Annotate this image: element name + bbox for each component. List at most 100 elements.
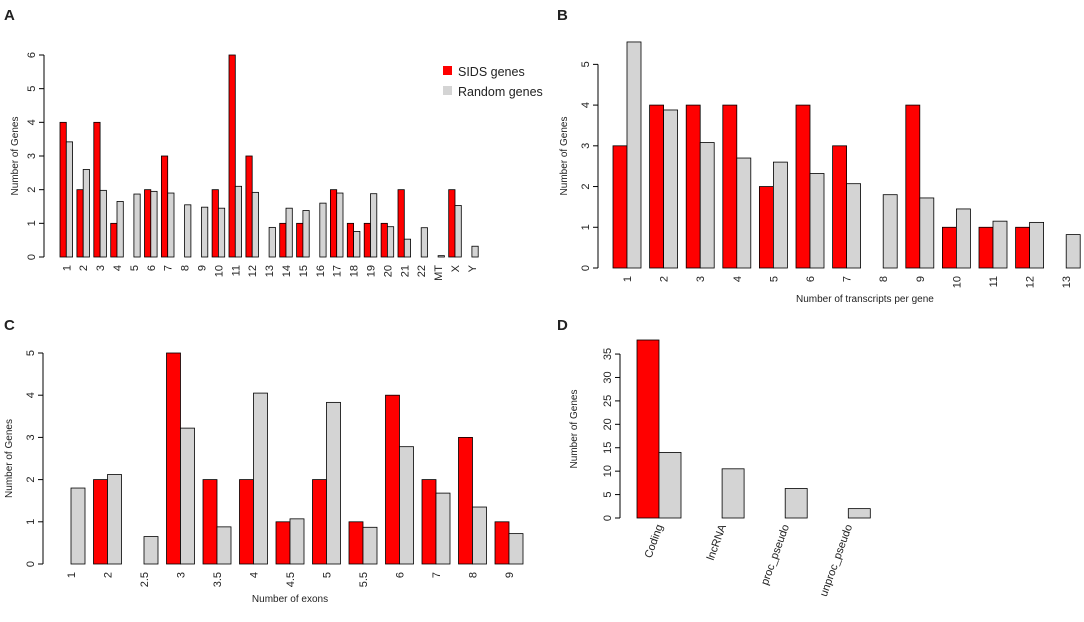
panel-c-x-tick-label: 2 — [103, 572, 115, 578]
legend-swatch-sids — [443, 66, 452, 75]
panel-d-chart: Coding lncRNA proc_pseudo unproc_pseudo 0 5 10… — [569, 339, 871, 598]
panel-c-bar-sids — [239, 479, 254, 565]
panel-d-y-axis-title: Number of Genes — [569, 390, 580, 469]
panel-a-x-tick-label: X — [450, 264, 462, 272]
legend-swatch-random — [443, 86, 452, 95]
panel-a-y-tick-label: 6 — [26, 52, 38, 58]
panel-b-bar-sids — [905, 104, 921, 269]
panel-d-y-tick-label: 25 — [602, 395, 614, 407]
panel-a-x-tick-label: 16 — [315, 265, 327, 277]
panel-a-bar-random — [201, 206, 209, 258]
panel-b-x-tick-label: 6 — [805, 276, 817, 282]
panel-b-x-tick-label: 9 — [915, 276, 927, 282]
panel-c-x-tick-label: 3 — [176, 572, 188, 578]
panel-a-x-tick-label: 15 — [298, 265, 310, 277]
panel-a-x-tick-label: 1 — [61, 265, 73, 271]
panel-c-x-tick-label: 7 — [431, 572, 443, 578]
panel-c-bar-sids — [385, 394, 400, 565]
panel-a-bar-sids — [76, 189, 84, 258]
panel-a-x-tick-label: 4 — [112, 265, 124, 271]
panel-c-bar-random — [70, 487, 86, 565]
panel-d-x-tick-label: Coding — [643, 523, 666, 560]
panel-b-bar-sids — [795, 104, 811, 269]
panel-a-bar-sids — [211, 189, 219, 258]
panel-c-bar-random — [216, 526, 232, 565]
panel-c-x-tick-label: 1 — [66, 572, 78, 578]
panel-d-y-tick-label: 0 — [602, 515, 614, 521]
panel-a-x-tick-label: 12 — [247, 265, 259, 277]
panel-b-bar-sids — [722, 104, 738, 269]
panel-b-bar-sids — [978, 226, 994, 269]
panel-c-x-axis-title: Number of exons — [252, 594, 328, 605]
panel-c-bar-random — [508, 533, 524, 565]
panel-a-x-tick-label: 22 — [416, 265, 428, 277]
panel-a-bar-sids — [110, 222, 118, 258]
panel-a-x-tick-label: 10 — [213, 265, 225, 277]
panel-a-x-tick-label: MT — [433, 265, 445, 281]
panel-a-bar-random — [386, 226, 395, 258]
panel-c-bar-random — [326, 401, 341, 565]
panel-a-bar-random — [403, 238, 411, 258]
panel-c-x-tick-label: 5 — [322, 572, 334, 578]
legend-label-sids: SIDS genes — [458, 65, 525, 79]
panel-a-x-tick-label: 18 — [349, 265, 361, 277]
panel-d-y-tick-label: 5 — [602, 492, 614, 498]
panel-d-x-tick-label: lncRNA — [705, 522, 729, 562]
panel-a-x-tick-label: 7 — [163, 265, 175, 271]
panel-b-label: B — [557, 7, 568, 24]
panel-b-x-tick-label: 8 — [878, 276, 890, 282]
panel-b-bar-random — [919, 197, 935, 269]
panel-d-bar-sids — [636, 339, 660, 519]
panel-b-x-tick-label: 4 — [732, 276, 744, 282]
panel-a-x-tick-label: 17 — [332, 265, 344, 277]
panel-c-bar-random — [472, 506, 487, 565]
panel-a-bar-random — [454, 205, 462, 258]
panel-c-y-axis-title: Number of Genes — [4, 419, 15, 498]
panel-a-bar-sids — [363, 222, 371, 258]
panel-b-y-tick-label: 2 — [580, 183, 592, 189]
panel-a-bar-random — [319, 202, 327, 258]
panel-a-bar-sids — [160, 155, 169, 258]
panel-b-bar-random — [956, 208, 971, 269]
panel-c-x-tick-label: 4.5 — [285, 572, 297, 587]
panel-c-x-tick-label: 9 — [504, 572, 516, 578]
legend-label-random: Random genes — [458, 85, 543, 99]
panel-a-bar-sids — [228, 54, 236, 258]
panel-c-x-tick-label: 6 — [395, 572, 407, 578]
panel-b-chart: 1234567891011121314012345Number of Genes… — [559, 41, 1081, 305]
panel-a-y-tick-label: 5 — [26, 86, 38, 92]
panel-a-y-tick-label: 0 — [26, 254, 38, 260]
panel-a-x-tick-label: 3 — [95, 265, 107, 271]
panel-b-y-tick-label: 1 — [580, 224, 592, 230]
panel-c-bar-random — [362, 526, 378, 565]
panel-c-bar-sids — [348, 521, 364, 565]
panel-a-bar-sids — [397, 189, 405, 258]
panel-a-bar-random — [150, 190, 158, 258]
panel-b-y-tick-label: 4 — [580, 102, 592, 108]
panel-a-bar-sids — [380, 222, 388, 258]
panel-a-bar-sids — [296, 222, 304, 258]
panel-b-bar-random — [626, 41, 642, 269]
panel-a-x-tick-label: 6 — [146, 265, 158, 271]
panel-c-y-tick-label: 2 — [25, 477, 37, 483]
panel-a-bar-sids — [448, 189, 456, 258]
panel-b-bar-sids — [649, 104, 664, 269]
panel-a-y-tick-label: 1 — [26, 220, 38, 226]
panel-b-y-tick-label: 0 — [580, 265, 592, 271]
panel-d-y-tick-label: 15 — [602, 442, 614, 454]
panel-a-bar-random — [184, 204, 192, 258]
panel-b-bar-sids — [942, 226, 957, 269]
panel-a-x-tick-label: 5 — [129, 265, 141, 271]
panel-c-bar-sids — [93, 479, 108, 565]
panel-d-y-tick-label: 10 — [602, 465, 614, 477]
panel-b-x-tick-label: 5 — [768, 276, 780, 282]
panel-c-bar-random — [180, 427, 195, 565]
panel-b-x-tick-label: 11 — [988, 276, 1000, 287]
panel-c-y-tick-label: 5 — [25, 350, 37, 356]
panel-a-bar-sids — [93, 121, 101, 258]
panel-a-bar-random — [167, 192, 175, 258]
panel-a-bar-random — [251, 191, 259, 258]
panel-a-bar-random — [65, 141, 74, 258]
panel-d-y-tick-label: 30 — [602, 371, 614, 383]
panel-b-bar-random — [992, 220, 1008, 269]
